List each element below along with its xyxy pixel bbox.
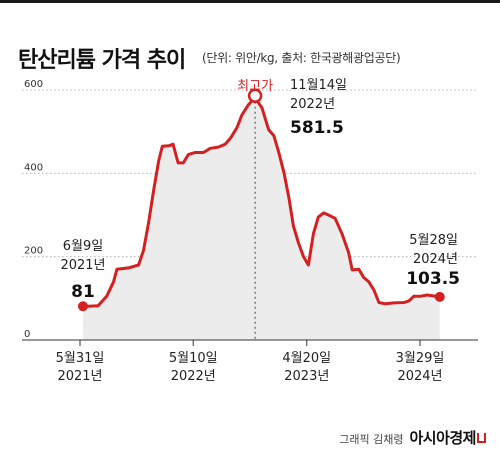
x-tick-year: 2024년 [397,369,442,384]
y-tick-label: 0 [24,329,30,340]
brand-name: 아시아경제 [409,429,476,447]
top-rule [0,0,500,3]
footer: 그래픽 김채령 아시아경제 [339,427,486,448]
x-tick-year: 2021년 [57,369,102,384]
x-tick-label: 3월29일 [396,351,445,366]
x-tick-label: 4월20일 [282,351,331,366]
x-tick-year: 2022년 [171,369,216,384]
peak-date-label: 11월14일 [290,78,347,93]
chart-subtitle: (단위: 위안/kg, 출처: 한국광해광업공단) [202,51,401,65]
graphic-credit: 그래픽 김채령 [339,433,404,446]
end-value-label: 103.5 [406,269,460,289]
y-tick-label: 400 [24,162,43,173]
chart-title: 탄산리튬 가격 추이 [18,48,186,73]
start-date-label: 6월9일 [63,239,103,254]
end-point [434,291,445,302]
brand-logo: 아시아경제 [409,427,486,448]
peak-value-label: 581.5 [290,118,344,138]
x-tick-year: 2023년 [284,369,329,384]
start-value-label: 81 [71,282,95,302]
x-tick-label: 5월31일 [56,351,105,366]
peak-year-label: 2022년 [290,97,335,112]
x-tick-label: 5월10일 [169,351,218,366]
end-year-label: 2024년 [413,252,458,267]
peak-tag-label: 최고가 [237,79,273,94]
y-tick-label: 600 [24,79,43,90]
peak-point [247,88,263,103]
brand-mark-icon [477,433,486,443]
start-point [77,301,88,312]
y-tick-label: 200 [24,246,43,257]
end-date-label: 5월28일 [409,233,458,248]
start-year-label: 2021년 [60,258,105,273]
series-area [82,97,440,340]
series-line [81,96,442,308]
